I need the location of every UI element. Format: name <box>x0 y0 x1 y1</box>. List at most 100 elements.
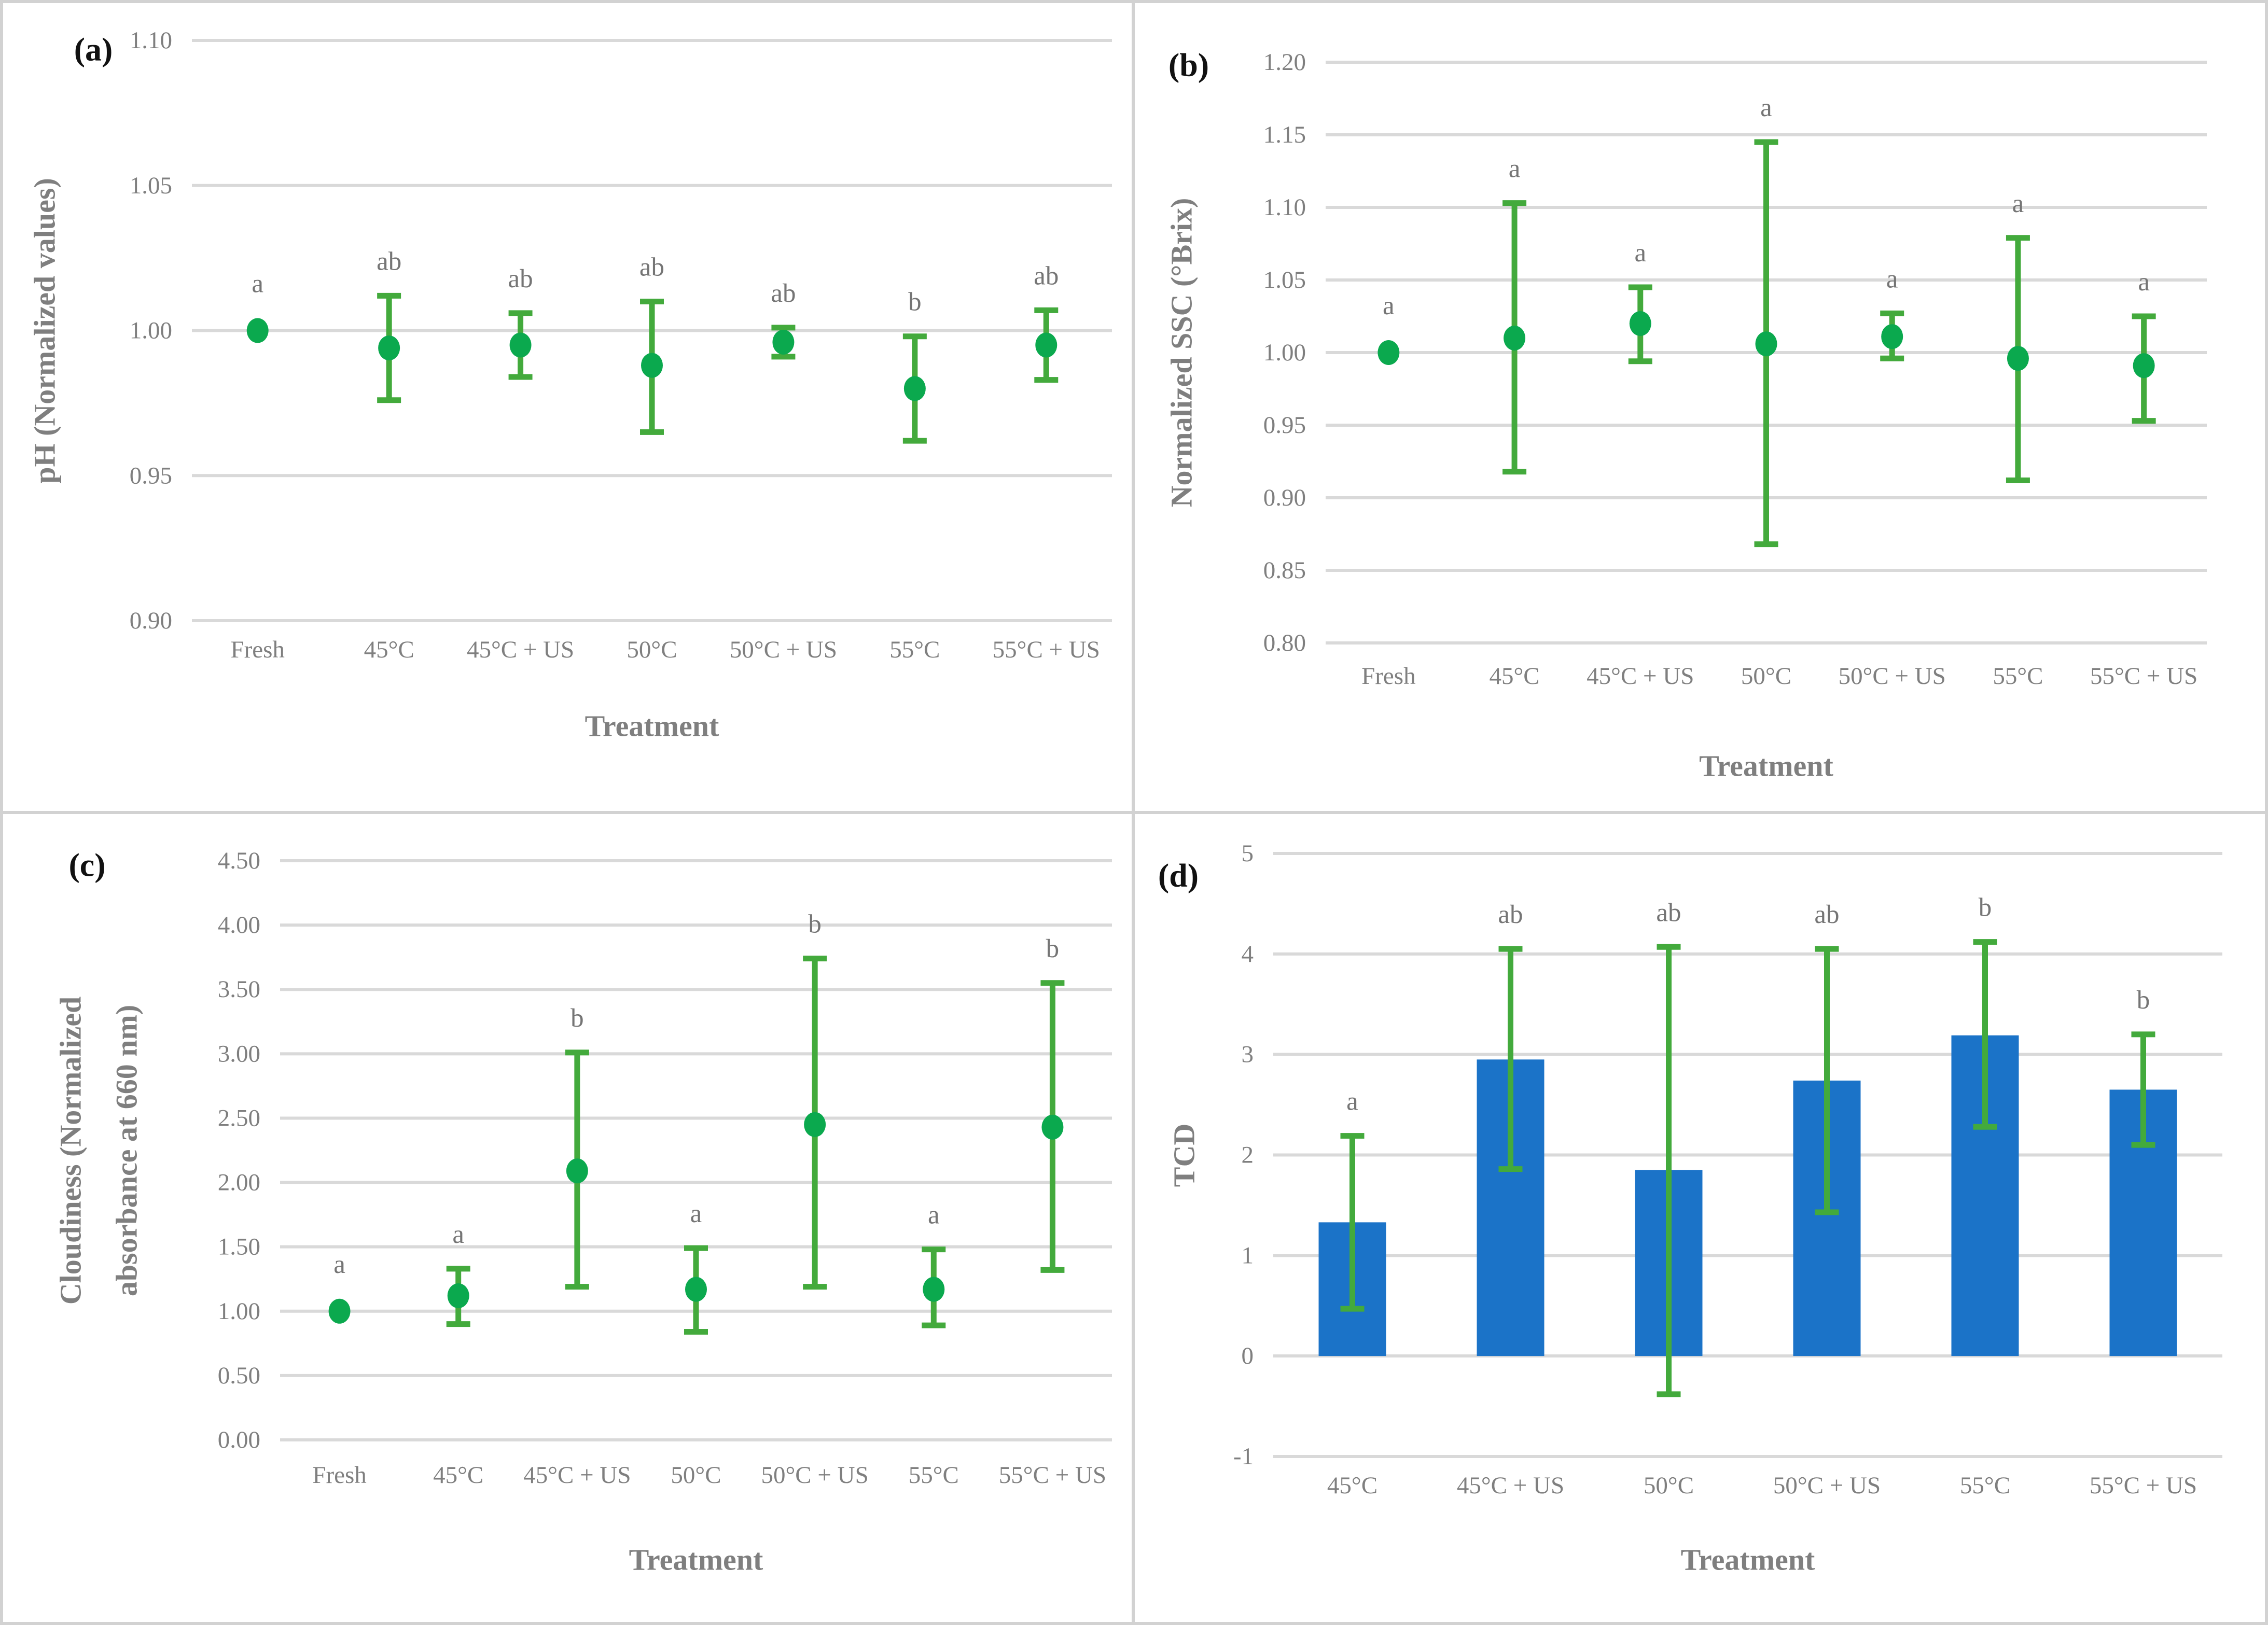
y-tick-label: 3.50 <box>218 976 260 1003</box>
data-point-marker <box>566 1158 588 1184</box>
significance-letter: ab <box>377 247 401 276</box>
y-axis-title: absorbance at 660 nm) <box>110 1005 144 1296</box>
x-category-label: 50°C <box>627 636 677 663</box>
panel-label: (d) <box>1158 857 1199 894</box>
data-point-marker <box>1881 324 1903 349</box>
x-axis-title: Treatment <box>1681 1543 1815 1577</box>
x-category-label: 50°C + US <box>1839 663 1946 690</box>
significance-letter: a <box>1383 291 1395 320</box>
panel-label: (c) <box>68 847 105 884</box>
significance-letter: a <box>1509 155 1521 184</box>
significance-letter: ab <box>639 253 664 282</box>
significance-letter: b <box>1979 893 1992 922</box>
data-point-marker <box>1378 340 1400 365</box>
x-category-label: 55°C + US <box>2090 1472 2197 1499</box>
x-category-label: 45°C + US <box>1457 1472 1564 1499</box>
data-point-marker <box>1755 331 1777 357</box>
data-point-marker <box>447 1283 469 1308</box>
y-tick-label: 1 <box>1242 1242 1254 1269</box>
data-point-marker <box>685 1277 707 1302</box>
significance-letter: b <box>571 1004 584 1033</box>
data-point-marker <box>328 1298 351 1324</box>
significance-letter: b <box>808 910 822 939</box>
y-axis-title: TCD <box>1167 1124 1201 1187</box>
y-axis-title: Normalized SSC (°Brix) <box>1165 198 1199 508</box>
x-category-label: Fresh <box>230 636 284 663</box>
x-category-label: 55°C + US <box>999 1462 1106 1489</box>
significance-letter: a <box>1634 239 1646 268</box>
significance-letter: ab <box>1034 261 1059 290</box>
y-tick-label: 0.85 <box>1263 557 1306 584</box>
data-point-marker <box>509 332 532 358</box>
panel-label: (a) <box>74 31 113 68</box>
x-category-label: 45°C <box>433 1462 483 1489</box>
significance-letter: a <box>2138 268 2150 297</box>
y-tick-label: 0.95 <box>130 462 172 489</box>
y-tick-label: 4 <box>1242 941 1254 968</box>
y-axis-title: Cloudiness (Normalized <box>54 997 88 1305</box>
significance-letter: a <box>1346 1087 1358 1116</box>
significance-letter: a <box>2012 189 2024 218</box>
data-point-marker <box>804 1112 826 1137</box>
y-tick-label: 1.00 <box>130 317 172 344</box>
data-point-marker <box>772 329 795 355</box>
x-category-label: 55°C + US <box>993 636 1100 663</box>
significance-letter: a <box>452 1220 464 1249</box>
x-category-label: 45°C + US <box>523 1462 631 1489</box>
y-tick-label: 2.00 <box>218 1169 260 1196</box>
data-point-marker <box>1504 326 1526 351</box>
x-category-label: 55°C <box>889 636 940 663</box>
x-category-label: Fresh <box>312 1462 366 1489</box>
x-category-label: 50°C + US <box>761 1462 869 1489</box>
y-tick-label: 2 <box>1242 1142 1254 1169</box>
x-axis-title: Treatment <box>585 709 719 743</box>
y-tick-label: 1.05 <box>130 172 172 199</box>
x-category-label: Fresh <box>1361 663 1415 690</box>
significance-letter: ab <box>1656 898 1681 927</box>
significance-letter: ab <box>508 264 533 293</box>
y-tick-label: 0.90 <box>1263 484 1306 511</box>
data-point-marker <box>1041 1114 1064 1140</box>
panel-label: (b) <box>1168 47 1209 83</box>
significance-letter: a <box>1760 93 1772 122</box>
y-tick-label: 1.50 <box>218 1234 260 1260</box>
y-tick-label: 4.00 <box>218 912 260 938</box>
significance-letter: a <box>1886 264 1898 293</box>
x-axis-title: Treatment <box>1699 749 1833 783</box>
data-point-marker <box>641 353 663 378</box>
y-tick-label: 0.95 <box>1263 412 1306 439</box>
x-category-label: 45°C <box>364 636 414 663</box>
y-tick-label: 1.15 <box>1263 121 1306 148</box>
significance-letter: b <box>908 288 922 317</box>
data-point-marker <box>2007 346 2029 371</box>
y-tick-label: 0.00 <box>218 1426 260 1453</box>
y-tick-label: 0.80 <box>1263 629 1306 656</box>
y-tick-label: 1.00 <box>1263 339 1306 366</box>
x-category-label: 55°C <box>909 1462 959 1489</box>
y-tick-label: -1 <box>1233 1443 1254 1470</box>
x-category-label: 45°C + US <box>467 636 574 663</box>
x-category-label: 50°C <box>1644 1472 1694 1499</box>
x-category-label: 45°C <box>1489 663 1539 690</box>
y-tick-label: 0.90 <box>130 607 172 634</box>
x-axis-title: Treatment <box>629 1543 763 1577</box>
x-category-label: 50°C + US <box>1773 1472 1881 1499</box>
data-point-marker <box>923 1277 945 1302</box>
y-tick-label: 4.50 <box>218 847 260 874</box>
x-category-label: 45°C <box>1327 1472 1378 1499</box>
significance-letter: a <box>928 1201 940 1230</box>
y-tick-label: 1.10 <box>130 27 172 54</box>
data-point-marker <box>378 335 400 361</box>
x-category-label: 50°C <box>1741 663 1791 690</box>
x-category-label: 45°C + US <box>1587 663 1694 690</box>
data-point-marker <box>246 318 269 343</box>
significance-letter: ab <box>1814 900 1839 929</box>
y-tick-label: 3.00 <box>218 1040 260 1067</box>
y-tick-label: 0.50 <box>218 1362 260 1389</box>
significance-letter: a <box>252 270 263 299</box>
x-category-label: 50°C + US <box>730 636 837 663</box>
x-category-label: 50°C <box>671 1462 721 1489</box>
y-tick-label: 3 <box>1242 1041 1254 1068</box>
y-tick-label: 5 <box>1242 840 1254 867</box>
